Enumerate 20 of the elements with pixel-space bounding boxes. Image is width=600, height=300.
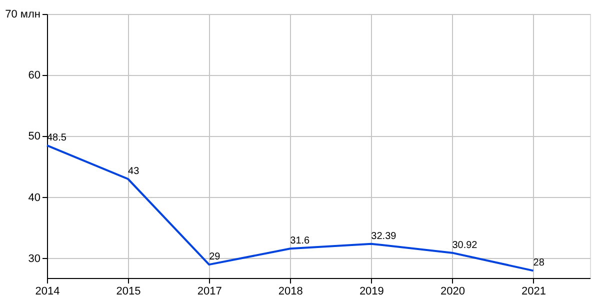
data-label: 43 bbox=[128, 166, 140, 177]
x-tick-label: 2021 bbox=[522, 286, 546, 298]
x-tick-label: 2019 bbox=[359, 286, 384, 298]
x-tick-label: 2018 bbox=[278, 286, 303, 298]
y-tick-label: 50 bbox=[28, 130, 40, 143]
data-label: 30.92 bbox=[452, 240, 478, 251]
x-tick-label: 2015 bbox=[116, 286, 141, 298]
y-tick-label: 40 bbox=[28, 192, 40, 204]
y-tick-label: 60 bbox=[28, 70, 40, 82]
y-tick-label: 70 млн bbox=[5, 8, 40, 20]
data-label: 31.6 bbox=[290, 236, 310, 247]
x-tick-label: 2014 bbox=[35, 286, 60, 298]
x-tick-label: 2020 bbox=[440, 286, 465, 298]
line-series bbox=[46, 144, 534, 272]
data-label: 29 bbox=[209, 252, 221, 263]
x-tick-label: 2017 bbox=[197, 286, 222, 298]
data-label: 48.5 bbox=[47, 132, 67, 144]
y-tick-label: 30 bbox=[28, 252, 40, 265]
data-label: 28 bbox=[533, 258, 545, 269]
data-label: 32.39 bbox=[371, 230, 397, 242]
